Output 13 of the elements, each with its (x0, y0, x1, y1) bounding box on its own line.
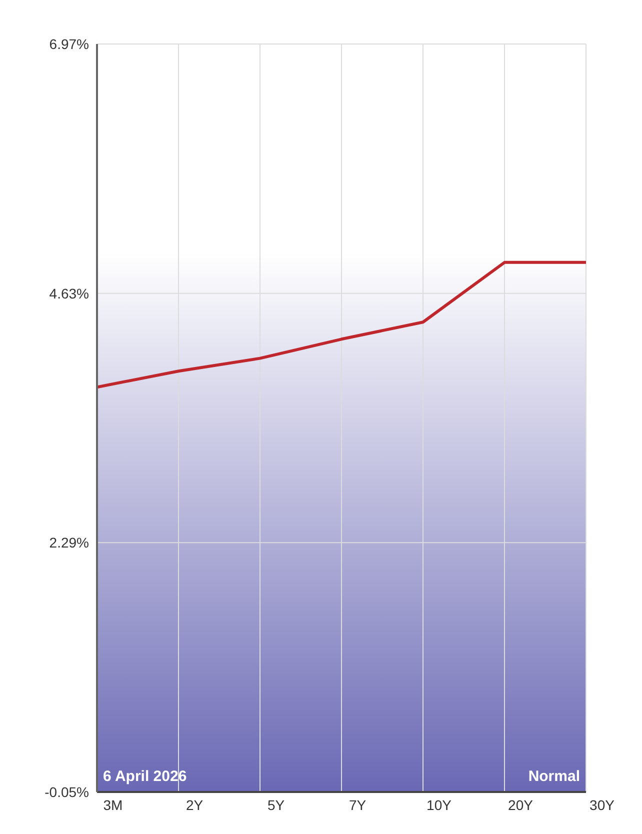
line-series (97, 260, 586, 389)
x-tick-label: 5Y (267, 796, 286, 813)
y-tick-label: -0.05% (44, 784, 89, 800)
x-tick-label: 7Y (348, 796, 367, 813)
x-tick-label: 10Y (426, 796, 452, 813)
x-tick-label: 30Y (590, 796, 616, 813)
y-tick-label: 4.63% (49, 285, 89, 302)
y-tick-label: 2.29% (49, 534, 89, 551)
annotation: Normal (528, 768, 580, 785)
x-tick-label: 2Y (186, 796, 204, 813)
x-tick-label: 20Y (508, 796, 534, 813)
y-tick-label: 6.97% (49, 36, 89, 52)
x-tick-label: 3M (103, 796, 123, 813)
